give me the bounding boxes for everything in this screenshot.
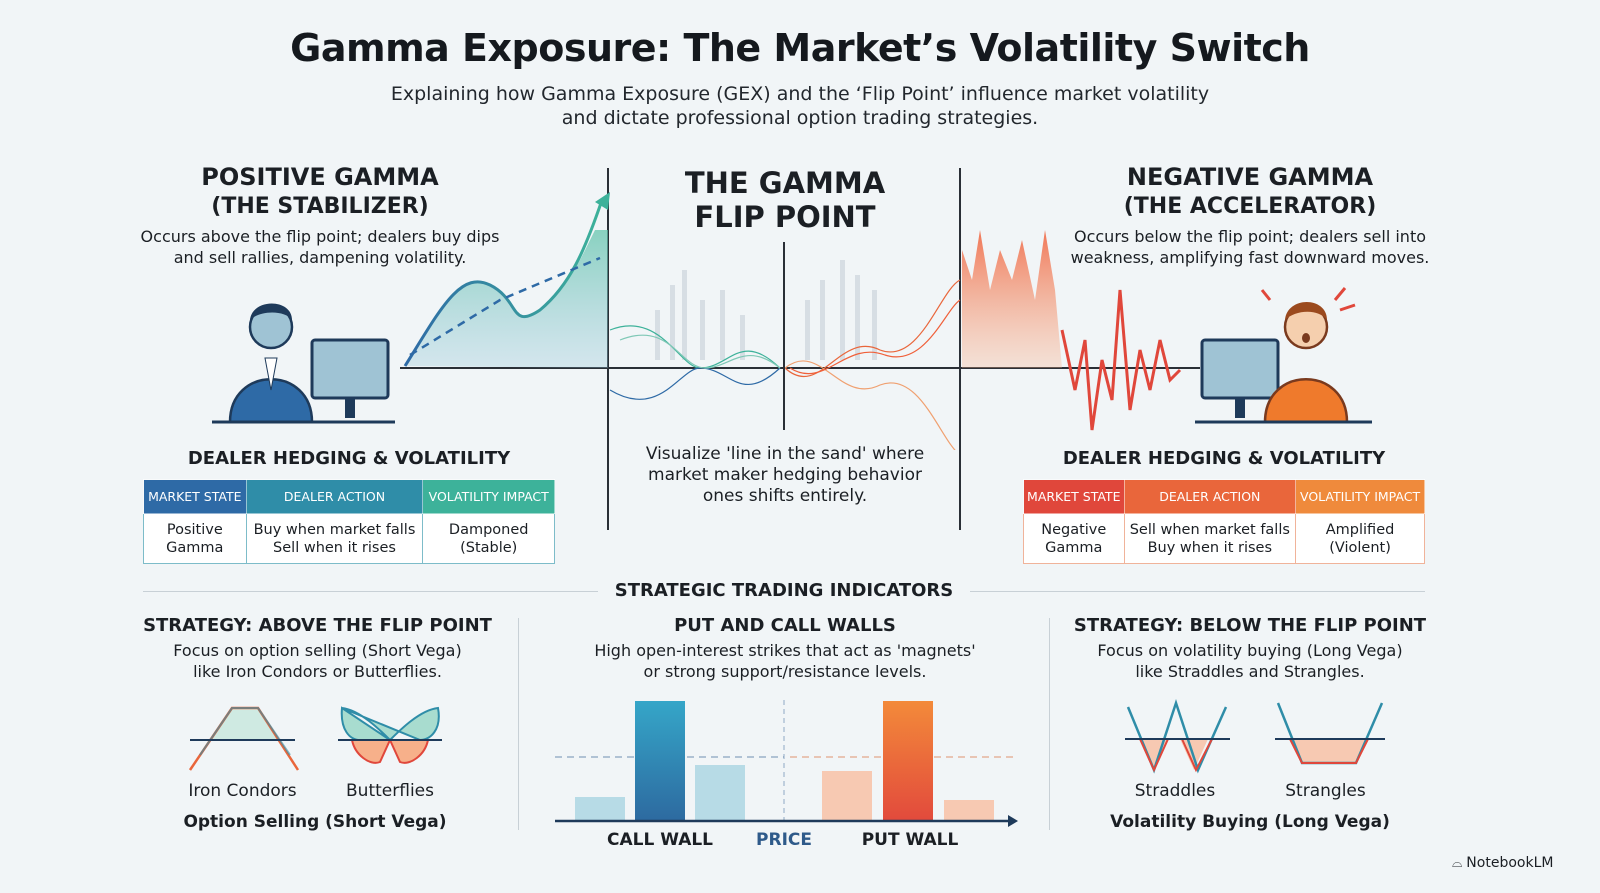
- call-wall-label: CALL WALL: [606, 830, 714, 850]
- stressed-trader-illustration: [1195, 287, 1372, 424]
- call-bar-small: [575, 797, 625, 821]
- strategy-below-panel: STRATEGY: BELOW THE FLIP POINT Focus on …: [1073, 615, 1427, 681]
- strategy-above-panel: STRATEGY: ABOVE THE FLIP POINT Focus on …: [143, 615, 492, 681]
- walls-bar-diagram: [555, 700, 1018, 827]
- dealer-hedging-table-negative: DEALER HEDGING & VOLATILITY MARKET STATE…: [1023, 448, 1425, 564]
- brand-watermark: ⌓ NotebookLM: [1452, 855, 1554, 871]
- arrow-right-icon: [1008, 815, 1018, 827]
- put-wall-bar: [883, 701, 933, 821]
- notebooklm-logo-icon: ⌓: [1452, 855, 1463, 871]
- gamma-illustration: [212, 192, 1372, 450]
- page-subtitle: Explaining how Gamma Exposure (GEX) and …: [390, 83, 1210, 129]
- divider-right: [959, 168, 961, 530]
- flip-waves: [609, 279, 961, 450]
- straddles-label: Straddles: [1134, 781, 1216, 801]
- price-label: PRICE: [756, 830, 812, 850]
- iron-condors-label: Iron Condors: [188, 781, 297, 801]
- strategy-above-footer: Option Selling (Short Vega): [183, 812, 447, 832]
- divider: [518, 618, 519, 830]
- put-bar-small: [944, 800, 994, 821]
- call-wall-bar: [635, 701, 685, 821]
- flip-point-header: THE GAMMA FLIP POINT: [684, 166, 886, 234]
- trend-dashed-line: [409, 256, 601, 357]
- section-title: STRATEGIC TRADING INDICATORS: [614, 580, 954, 601]
- positive-gamma-header: POSITIVE GAMMA (THE STABILIZER) Occurs a…: [140, 163, 500, 267]
- page-title: Gamma Exposure: The Market’s Volatility …: [290, 26, 1310, 70]
- candlestick-bars: [655, 260, 877, 360]
- negative-gamma-header: NEGATIVE GAMMA (THE ACCELERATOR) Occurs …: [1070, 163, 1430, 267]
- butterfly-icon: [338, 706, 442, 764]
- call-bar-medium: [695, 765, 745, 821]
- negative-gamma-area: [962, 230, 1062, 368]
- strangles-label: Strangles: [1285, 781, 1366, 801]
- walls-panel: PUT AND CALL WALLS High open-interest st…: [594, 615, 976, 681]
- arrow-up-icon: [595, 192, 610, 210]
- flip-point-description: Visualize 'line in the sand' where market…: [645, 444, 925, 506]
- dealer-hedging-table-positive: DEALER HEDGING & VOLATILITY MARKET STATE…: [143, 448, 555, 564]
- calm-trader-illustration: [212, 303, 395, 424]
- long-vega-payoff-icons: [1125, 698, 1385, 774]
- put-bar-medium: [822, 771, 872, 821]
- strategy-below-footer: Volatility Buying (Long Vega): [1110, 812, 1390, 832]
- short-vega-payoff-icons: [188, 706, 442, 771]
- divider: [1049, 618, 1050, 830]
- negative-gamma-curve: [1060, 289, 1182, 431]
- iron-condor-icon: [188, 706, 300, 771]
- put-wall-label: PUT WALL: [861, 830, 959, 850]
- section-rule-left: [143, 591, 598, 592]
- strangle-icon: [1275, 702, 1385, 765]
- positive-gamma-curve: [403, 199, 604, 367]
- section-rule-right: [970, 591, 1425, 592]
- straddle-icon: [1125, 698, 1230, 774]
- butterflies-label: Butterflies: [346, 781, 434, 801]
